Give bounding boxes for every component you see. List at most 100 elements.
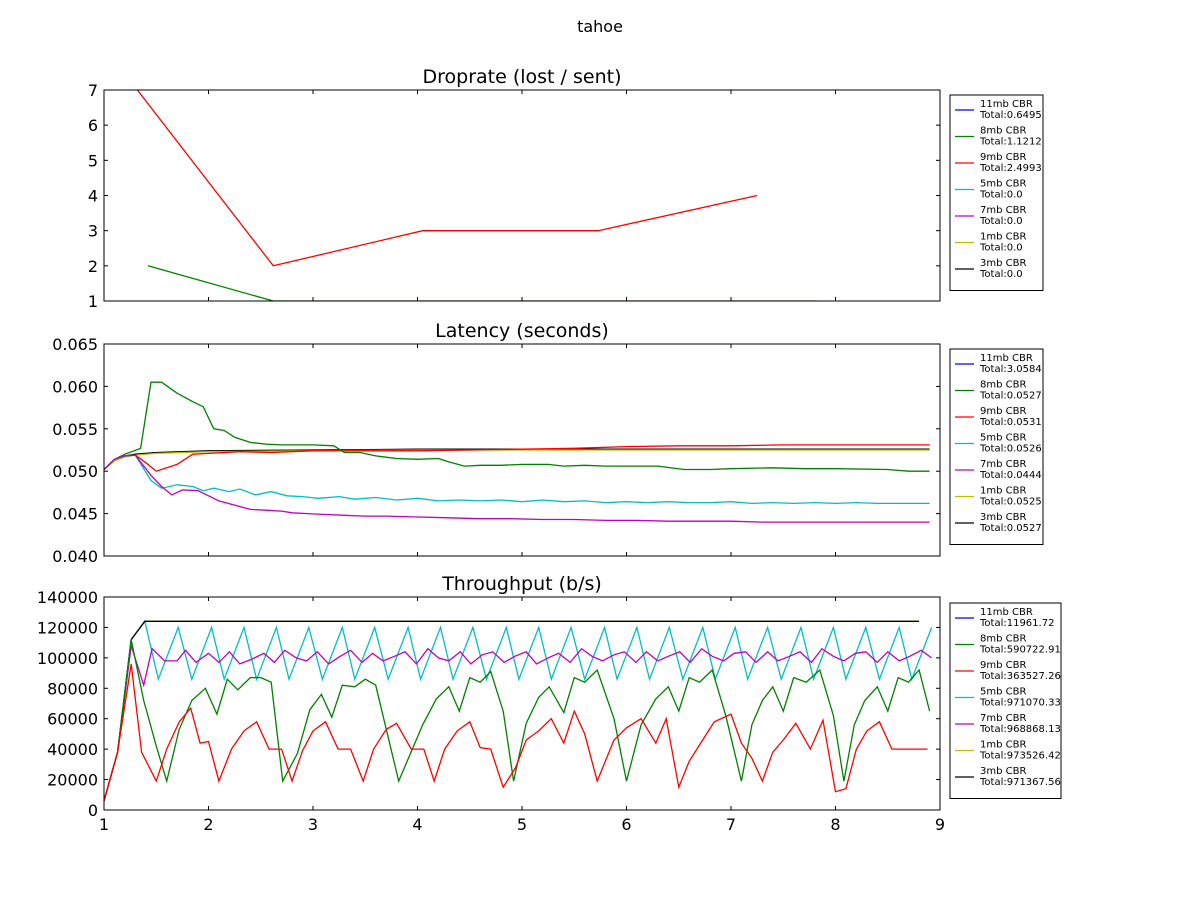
x-tick-label: 2 xyxy=(203,815,213,834)
y-tick-label: 5 xyxy=(88,151,98,170)
legend-label: 1mb CBR xyxy=(980,486,1026,497)
x-tick-label: 7 xyxy=(726,815,736,834)
series-line xyxy=(104,663,928,802)
y-tick-label: 120000 xyxy=(37,618,98,637)
legend-box xyxy=(949,348,1044,545)
chart-title: Throughput (b/s) xyxy=(441,573,602,595)
y-tick-label: 3 xyxy=(88,222,98,241)
legend-label: 8mb CBR xyxy=(980,634,1026,645)
y-tick-label: 0 xyxy=(88,801,98,820)
legend-box xyxy=(949,602,1062,799)
figure-title: tahoe xyxy=(577,17,623,36)
legend-label: 1mb CBR xyxy=(980,740,1026,751)
x-tick-label: 9 xyxy=(935,815,945,834)
series-group xyxy=(104,619,933,802)
legend-label: 7mb CBR xyxy=(980,205,1026,216)
legend-label: 9mb CBR xyxy=(980,660,1026,671)
legend-label: 11mb CBR xyxy=(980,353,1033,364)
chart-panel-1: Latency (seconds) 0.040 0.045 0.050 0.055 0.0… xyxy=(52,320,1044,566)
legend-total: Total:1.1212 xyxy=(979,137,1042,148)
y-tick-label: 100000 xyxy=(37,649,98,668)
y-tick-label: 40000 xyxy=(47,740,98,759)
x-tick-label: 5 xyxy=(517,815,527,834)
chart-title: Droprate (lost / sent) xyxy=(423,66,622,88)
legend-total: Total:3.0584 xyxy=(979,364,1042,375)
series-line xyxy=(147,265,817,301)
axes-frame xyxy=(103,596,941,811)
y-tick-label: 4 xyxy=(88,187,98,206)
series-line xyxy=(104,639,931,802)
series-group xyxy=(136,90,817,301)
legend-total: Total:971367.56 xyxy=(979,777,1061,788)
legend-total: Total:973526.42 xyxy=(979,751,1061,762)
series-line xyxy=(104,454,930,523)
legend-label: 7mb CBR xyxy=(980,459,1026,470)
legend-label: 9mb CBR xyxy=(980,406,1026,417)
legend-total: Total:0.0 xyxy=(979,190,1023,201)
series-line xyxy=(104,645,932,802)
legend-label: 11mb CBR xyxy=(980,607,1033,618)
y-tick-label: 20000 xyxy=(47,771,98,790)
x-tick-label: 8 xyxy=(830,815,840,834)
legend-label: 3mb CBR xyxy=(980,258,1026,269)
y-tick-label: 2 xyxy=(88,257,98,276)
legend-label: 8mb CBR xyxy=(980,126,1026,137)
legend-label: 7mb CBR xyxy=(980,713,1026,724)
y-tick-label: 0.060 xyxy=(52,377,98,396)
x-tick-label: 4 xyxy=(412,815,422,834)
y-tick-label: 0.040 xyxy=(52,547,98,566)
series-line xyxy=(104,381,930,472)
legend-total: Total:0.0 xyxy=(979,269,1023,280)
legend-total: Total:0.0527 xyxy=(979,391,1042,402)
y-tick-label: 80000 xyxy=(47,679,98,698)
y-tick-label: 7 xyxy=(88,81,98,100)
x-tick-label: 6 xyxy=(621,815,631,834)
chart-title: Latency (seconds) xyxy=(435,320,609,342)
y-tick-label: 1 xyxy=(88,292,98,311)
series-group xyxy=(104,381,930,523)
legend-label: 5mb CBR xyxy=(980,687,1026,698)
x-tick-label: 3 xyxy=(308,815,318,834)
legend-total: Total:11961.72 xyxy=(979,618,1054,629)
legend-total: Total:0.0525 xyxy=(979,497,1042,508)
y-tick-label: 0.045 xyxy=(52,505,98,524)
legend-label: 11mb CBR xyxy=(980,99,1033,110)
series-line xyxy=(104,444,930,472)
y-tick-label: 0.065 xyxy=(52,335,98,354)
legend-total: Total:0.0526 xyxy=(979,444,1042,455)
y-tick-label: 0.050 xyxy=(52,462,98,481)
legend-label: 5mb CBR xyxy=(980,179,1026,190)
y-tick-label: 6 xyxy=(88,116,98,135)
legend-box xyxy=(949,94,1044,291)
y-tick-label: 60000 xyxy=(47,710,98,729)
x-tick-label: 1 xyxy=(99,815,109,834)
legend-label: 1mb CBR xyxy=(980,232,1026,243)
legend-total: Total:590722.91 xyxy=(979,645,1061,656)
legend-label: 3mb CBR xyxy=(980,766,1026,777)
